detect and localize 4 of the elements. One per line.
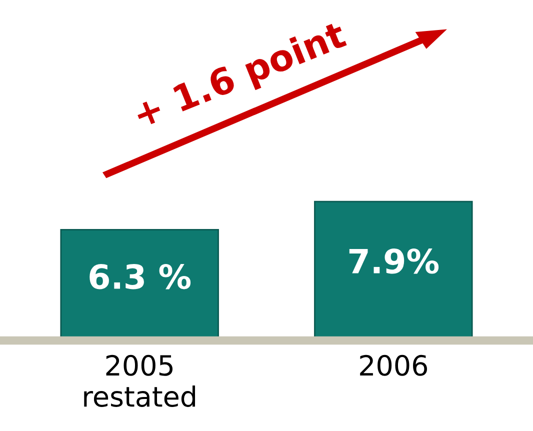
data-label: 7.9% bbox=[349, 248, 439, 274]
x-tick-label: 2006 bbox=[360, 354, 427, 376]
data-label: 6.3 % bbox=[90, 264, 191, 290]
x-tick-label: 2005 restated bbox=[84, 354, 196, 407]
